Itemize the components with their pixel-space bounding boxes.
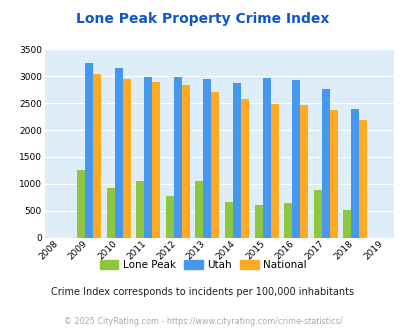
Bar bbox=[107, 188, 114, 238]
Bar bbox=[254, 205, 262, 238]
Bar bbox=[173, 77, 181, 238]
Bar bbox=[122, 79, 130, 238]
Bar bbox=[224, 202, 232, 238]
Bar bbox=[203, 79, 211, 238]
Text: © 2025 CityRating.com - https://www.cityrating.com/crime-statistics/: © 2025 CityRating.com - https://www.city… bbox=[64, 317, 341, 326]
Text: Crime Index corresponds to incidents per 100,000 inhabitants: Crime Index corresponds to incidents per… bbox=[51, 287, 354, 297]
Bar bbox=[211, 92, 219, 238]
Bar bbox=[292, 80, 299, 238]
Bar bbox=[299, 105, 307, 238]
Bar bbox=[85, 63, 93, 238]
Bar bbox=[350, 109, 358, 238]
Legend: Lone Peak, Utah, National: Lone Peak, Utah, National bbox=[95, 256, 310, 275]
Bar bbox=[77, 170, 85, 238]
Bar bbox=[270, 104, 278, 238]
Bar bbox=[284, 204, 292, 238]
Bar bbox=[329, 111, 337, 238]
Bar bbox=[343, 211, 350, 238]
Bar bbox=[232, 83, 241, 238]
Bar bbox=[321, 89, 329, 238]
Bar bbox=[114, 68, 122, 238]
Text: Lone Peak Property Crime Index: Lone Peak Property Crime Index bbox=[76, 12, 329, 25]
Bar bbox=[195, 182, 203, 238]
Bar bbox=[313, 190, 321, 238]
Bar bbox=[262, 78, 270, 238]
Bar bbox=[144, 78, 152, 238]
Bar bbox=[241, 99, 248, 238]
Bar bbox=[181, 85, 189, 238]
Bar bbox=[358, 120, 367, 238]
Bar bbox=[93, 75, 101, 238]
Bar bbox=[152, 82, 160, 238]
Bar bbox=[165, 196, 173, 238]
Bar bbox=[136, 181, 144, 238]
